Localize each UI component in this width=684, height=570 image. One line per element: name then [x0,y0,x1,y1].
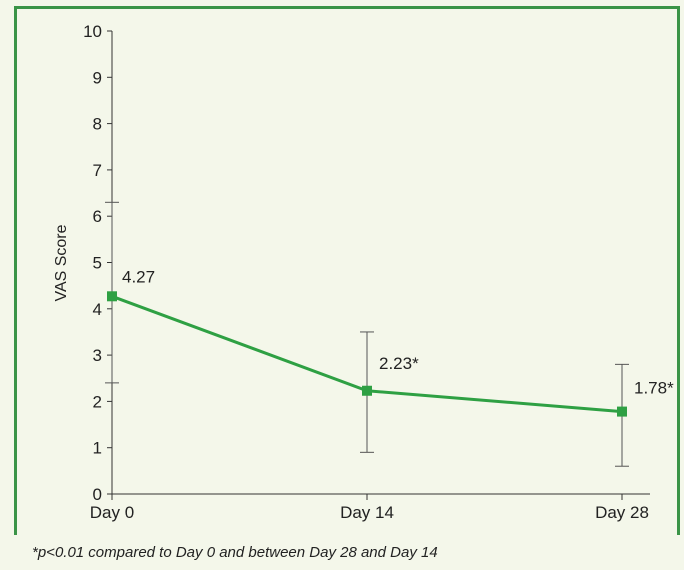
chart-axes: 0 1 2 3 4 5 6 7 8 9 10 Day 0 Day 14 Day 28 [83,22,650,522]
y-axis-title: VAS Score [53,224,70,301]
data-point-marker [617,406,627,417]
x-tick-label: Day 0 [90,503,134,522]
y-tick-label: 7 [93,161,102,180]
data-label: 4.27 [122,267,155,286]
y-tick-label: 10 [83,22,102,41]
data-label: 2.23* [379,354,419,373]
error-bars [105,201,629,467]
x-tick-label: Day 28 [595,503,649,522]
data-point-marker [362,385,372,396]
data-point-marker [107,291,117,302]
y-tick-label: 1 [93,439,102,458]
x-tick-label: Day 14 [340,503,394,522]
series-line-group [107,291,627,417]
data-label: 1.78* [634,379,674,398]
data-labels: 4.27 2.23* 1.78* [122,267,674,397]
y-tick-label: 5 [93,254,102,273]
chart-frame [14,6,680,535]
y-tick-label: 9 [93,68,102,87]
y-tick-label: 0 [93,485,102,504]
chart-footnote: *p<0.01 compared to Day 0 and between Da… [32,544,438,561]
y-tick-label: 2 [93,392,102,411]
y-tick-label: 8 [93,115,102,134]
y-tick-label: 3 [93,346,102,365]
y-tick-label: 4 [93,300,102,319]
y-tick-label: 6 [93,207,102,226]
